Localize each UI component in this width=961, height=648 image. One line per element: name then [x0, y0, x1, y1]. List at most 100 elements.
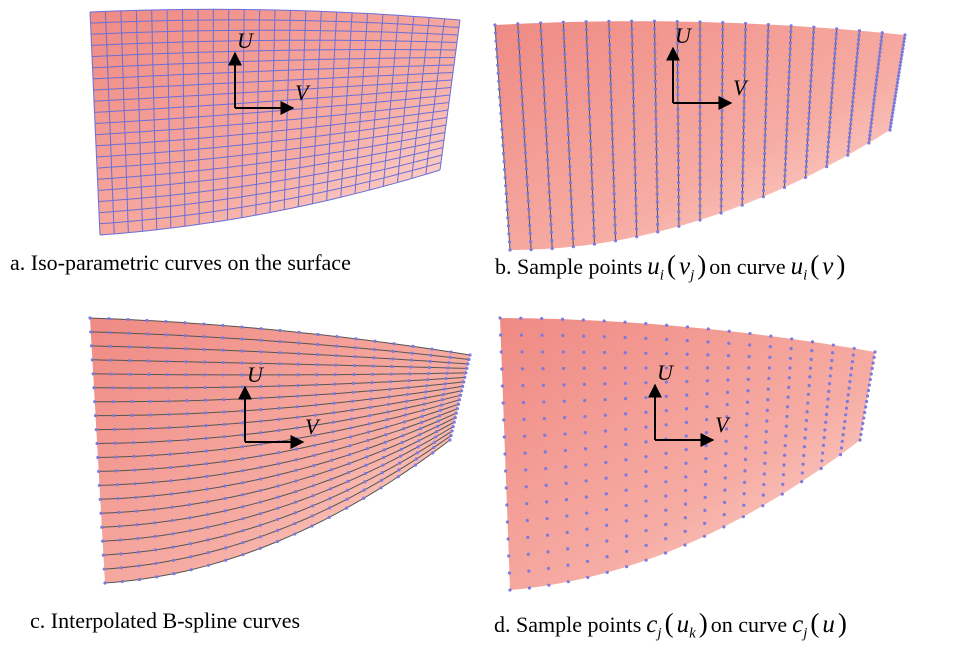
- sample-point: [332, 392, 337, 396]
- sample-point: [466, 362, 470, 366]
- sample-point: [850, 104, 854, 108]
- sample-point: [562, 44, 567, 48]
- sample-point: [258, 523, 262, 527]
- sample-point: [119, 566, 124, 570]
- sample-point: [172, 572, 176, 576]
- sample-point: [698, 161, 702, 166]
- sample-point: [833, 46, 837, 51]
- sample-point: [764, 109, 768, 113]
- sample-point: [129, 386, 133, 390]
- sample-point: [539, 29, 543, 33]
- sample-point: [392, 342, 396, 346]
- sample-point: [676, 107, 680, 111]
- sample-point: [804, 418, 809, 423]
- sample-point: [562, 399, 566, 403]
- sample-point: [644, 514, 648, 518]
- sample-point: [569, 204, 574, 209]
- sample-point: [893, 97, 897, 102]
- sample-point: [720, 41, 725, 45]
- sample-point: [568, 180, 573, 185]
- sample-point: [746, 389, 750, 393]
- sample-point: [698, 41, 702, 45]
- sample-point: [655, 177, 659, 181]
- sample-point: [278, 328, 282, 333]
- sample-point: [804, 427, 808, 431]
- sample-point: [827, 382, 832, 386]
- sample-point: [386, 402, 391, 407]
- sample-point: [366, 430, 371, 434]
- iso-curve: [98, 147, 444, 202]
- sample-point: [547, 190, 551, 194]
- sample-point: [545, 533, 550, 537]
- sample-point: [526, 191, 530, 195]
- sample-point: [569, 188, 573, 193]
- iso-curve: [90, 29, 459, 36]
- sample-point: [454, 411, 458, 415]
- sample-point: [171, 545, 175, 549]
- sample-point: [131, 441, 136, 445]
- sample-point: [828, 110, 833, 115]
- sample-point: [544, 126, 548, 130]
- sample-point: [624, 488, 628, 492]
- sample-point: [603, 397, 607, 402]
- sample-point: [457, 398, 462, 402]
- sample-point: [352, 363, 357, 368]
- sample-point: [742, 503, 746, 507]
- sample-point: [743, 21, 748, 26]
- sample-point: [721, 34, 725, 38]
- sample-point: [166, 386, 170, 390]
- sample-point: [544, 134, 548, 138]
- sample-point: [720, 116, 724, 120]
- sample-point: [890, 114, 894, 119]
- sample-point: [613, 207, 617, 212]
- sample-point: [764, 90, 768, 94]
- sample-point: [805, 143, 809, 147]
- sample-point: [684, 461, 688, 465]
- sample-point: [612, 192, 616, 196]
- sample-point: [587, 91, 591, 95]
- sample-point: [333, 373, 337, 377]
- sample-point: [368, 414, 372, 418]
- sample-point: [332, 411, 336, 415]
- sample-point: [704, 469, 708, 474]
- sample-point: [583, 431, 587, 435]
- sample-point: [724, 427, 729, 431]
- sample-point: [588, 115, 592, 119]
- sample-point: [202, 347, 207, 352]
- sample-point: [859, 432, 863, 437]
- sample-point: [564, 481, 568, 485]
- sample-point: [844, 413, 848, 417]
- sample-point: [720, 129, 724, 134]
- sample-point: [500, 367, 504, 371]
- sample-point: [763, 121, 768, 125]
- sample-point: [128, 358, 132, 363]
- sample-point: [801, 462, 805, 466]
- sample-point: [277, 428, 281, 433]
- sample-point: [677, 224, 681, 228]
- sample-point: [206, 563, 211, 567]
- sample-point: [633, 181, 638, 185]
- sample-point: [825, 165, 829, 169]
- sample-point: [742, 80, 747, 84]
- sample-point: [698, 190, 702, 194]
- sample-point: [766, 22, 770, 27]
- sample-point: [809, 357, 813, 361]
- sample-point: [807, 111, 811, 115]
- sample-point: [846, 393, 850, 397]
- sample-point: [761, 195, 765, 199]
- sample-point: [706, 327, 710, 331]
- sample-point: [430, 347, 434, 351]
- sample-point: [746, 377, 750, 381]
- sample-point: [783, 180, 787, 184]
- sample-point: [819, 466, 823, 471]
- sample-point: [632, 142, 637, 146]
- sample-point: [571, 229, 575, 233]
- sample-point: [805, 148, 809, 153]
- sample-point: [664, 337, 669, 342]
- sample-point: [115, 469, 119, 473]
- sample-point: [849, 122, 853, 126]
- sample-point: [525, 518, 529, 523]
- sample-point: [762, 482, 766, 487]
- sample-point: [293, 511, 297, 515]
- sample-point: [589, 155, 593, 159]
